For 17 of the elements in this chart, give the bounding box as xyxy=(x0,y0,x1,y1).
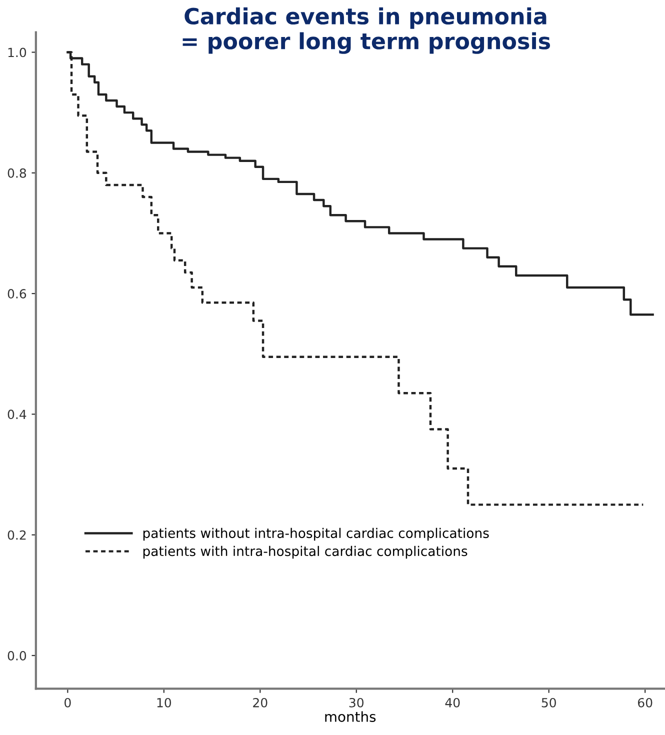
x-tick-label: 40 xyxy=(445,698,460,708)
y-tick-label: 0.0 xyxy=(8,650,26,660)
chart-title: Cardiac events in pneumonia = poorer long term prognosis xyxy=(182,7,550,54)
y-tick-label: 0.2 xyxy=(8,530,26,540)
legend-label: patients without intra-hospital cardiac complications xyxy=(143,528,489,541)
x-tick-label: 60 xyxy=(638,698,652,708)
x-tick-label: 50 xyxy=(542,698,556,708)
x-axis-title: months xyxy=(325,711,376,722)
y-tick-label: 1.0 xyxy=(8,48,26,58)
legend-label: patients with intra-hospital cardiac complications xyxy=(143,546,468,559)
x-tick-label: 30 xyxy=(349,698,364,708)
y-tick-label: 0.6 xyxy=(8,289,26,298)
x-tick-label: 20 xyxy=(253,698,268,708)
y-tick-label: 0.8 xyxy=(8,168,26,178)
x-tick-label: 10 xyxy=(157,698,172,708)
y-tick-label: 0.4 xyxy=(8,410,26,420)
x-tick-label: 0 xyxy=(64,698,71,708)
